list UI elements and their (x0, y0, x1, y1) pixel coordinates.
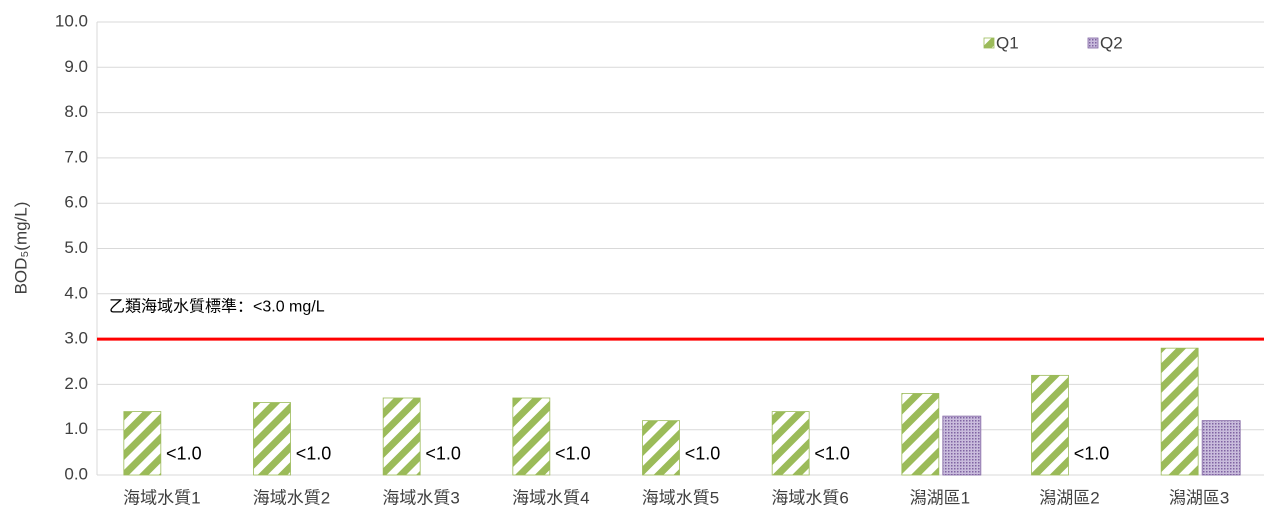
y-tick-label: 9.0 (64, 57, 88, 76)
y-tick-label: 0.0 (64, 464, 88, 483)
x-tick-label: 潟湖區2 (1039, 488, 1099, 507)
bar (771, 411, 810, 476)
legend-swatch (1087, 37, 1099, 49)
legend-label: Q1 (996, 33, 1019, 52)
bar (642, 420, 680, 476)
bar (1160, 347, 1199, 476)
value-label: <1.0 (166, 443, 202, 463)
x-tick-label: 海域水質6 (771, 488, 848, 507)
bar (123, 411, 162, 476)
bar (512, 397, 551, 476)
x-tick-label: 潟湖區3 (1169, 488, 1229, 507)
bar (1201, 420, 1241, 476)
value-label: <1.0 (555, 443, 591, 463)
y-tick-label: 6.0 (64, 193, 88, 212)
legend-swatch (983, 37, 995, 49)
bar (382, 397, 421, 476)
value-label: <1.0 (685, 443, 721, 463)
value-label: <1.0 (814, 443, 850, 463)
bar (1031, 374, 1069, 476)
y-tick-label: 5.0 (64, 238, 88, 257)
y-tick-label: 3.0 (64, 329, 88, 348)
y-tick-label: 2.0 (64, 374, 88, 393)
reference-label: 乙類海域水質標準：<3.0 mg/L (109, 297, 325, 315)
value-label: <1.0 (1074, 443, 1110, 463)
bar (942, 415, 982, 476)
y-tick-label: 1.0 (64, 419, 88, 438)
value-label: <1.0 (425, 443, 461, 463)
y-tick-label: 4.0 (64, 283, 88, 302)
legend-label: Q2 (1100, 33, 1123, 52)
y-tick-label: 10.0 (55, 11, 88, 30)
x-tick-label: 潟湖區1 (910, 488, 970, 507)
x-tick-label: 海域水質1 (123, 488, 200, 507)
x-tick-label: 海域水質4 (512, 488, 589, 507)
x-tick-label: 海域水質2 (253, 488, 330, 507)
x-tick-label: 海域水質5 (642, 488, 719, 507)
bar (901, 393, 940, 476)
y-tick-label: 8.0 (64, 102, 88, 121)
y-tick-label: 7.0 (64, 147, 88, 166)
bar (253, 402, 291, 476)
y-axis-label: BOD₅(mg/L) (11, 202, 30, 295)
value-label: <1.0 (296, 443, 332, 463)
x-tick-label: 海域水質3 (382, 488, 459, 507)
